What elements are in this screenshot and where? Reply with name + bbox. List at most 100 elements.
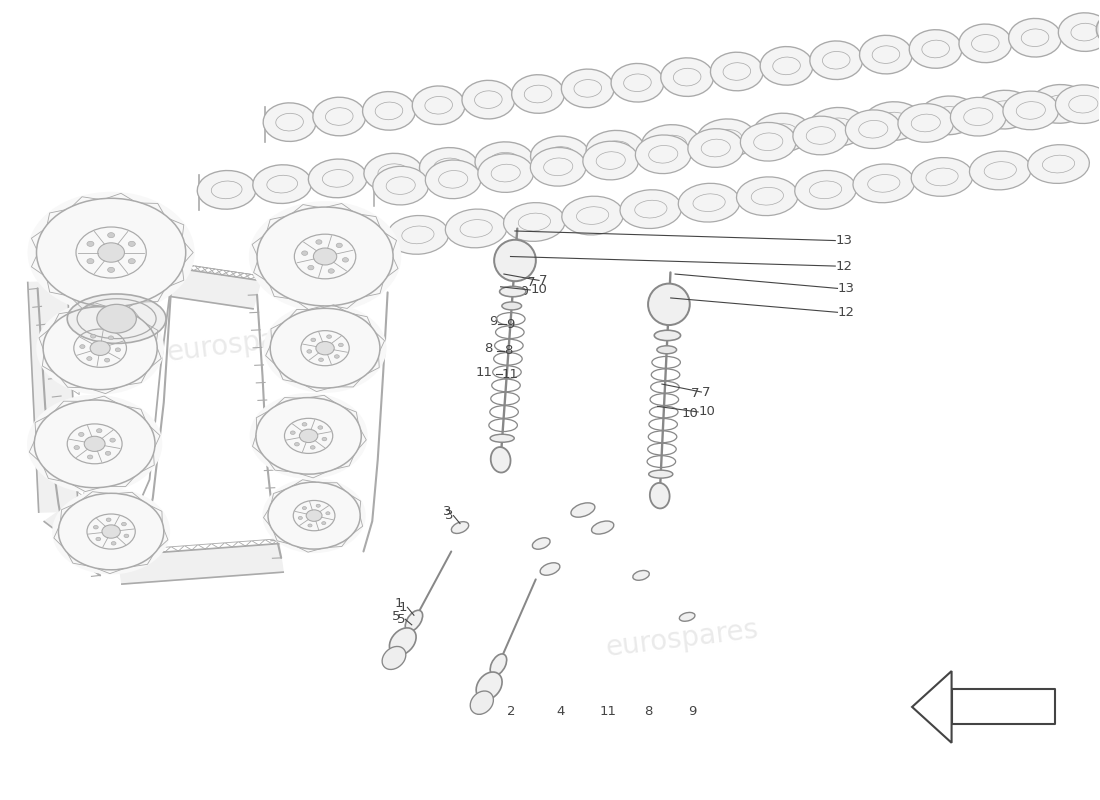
Ellipse shape xyxy=(312,98,365,136)
Text: 8: 8 xyxy=(504,344,513,357)
Circle shape xyxy=(110,438,115,442)
Ellipse shape xyxy=(636,135,691,174)
Circle shape xyxy=(108,233,114,238)
Ellipse shape xyxy=(364,154,422,192)
Circle shape xyxy=(85,436,106,451)
Circle shape xyxy=(295,442,299,446)
Ellipse shape xyxy=(760,46,813,85)
Text: 10: 10 xyxy=(682,407,698,420)
Circle shape xyxy=(302,506,307,510)
Ellipse shape xyxy=(373,166,429,205)
Ellipse shape xyxy=(562,196,624,235)
Circle shape xyxy=(319,358,323,362)
Ellipse shape xyxy=(808,107,867,146)
Ellipse shape xyxy=(451,522,469,534)
Ellipse shape xyxy=(387,215,449,254)
Circle shape xyxy=(299,430,318,442)
Ellipse shape xyxy=(197,170,256,209)
Text: 3: 3 xyxy=(442,505,451,518)
Ellipse shape xyxy=(502,302,521,310)
Ellipse shape xyxy=(657,346,676,354)
Text: 13: 13 xyxy=(837,282,855,295)
Ellipse shape xyxy=(1003,91,1058,130)
Ellipse shape xyxy=(697,119,756,158)
Text: 7: 7 xyxy=(691,387,700,400)
Ellipse shape xyxy=(426,160,481,198)
Circle shape xyxy=(111,542,116,545)
Ellipse shape xyxy=(688,129,744,167)
Ellipse shape xyxy=(308,159,367,198)
Ellipse shape xyxy=(491,654,507,675)
Circle shape xyxy=(290,431,295,434)
Ellipse shape xyxy=(583,142,639,180)
Ellipse shape xyxy=(586,130,645,169)
Ellipse shape xyxy=(920,96,978,134)
Ellipse shape xyxy=(477,154,534,192)
Circle shape xyxy=(124,534,129,538)
Ellipse shape xyxy=(959,24,1012,62)
Ellipse shape xyxy=(852,164,914,202)
Circle shape xyxy=(311,338,316,342)
Ellipse shape xyxy=(499,286,526,297)
Circle shape xyxy=(107,518,111,522)
Ellipse shape xyxy=(412,86,465,125)
Circle shape xyxy=(337,243,342,247)
Circle shape xyxy=(52,489,170,574)
Ellipse shape xyxy=(846,110,901,149)
Polygon shape xyxy=(952,690,1055,725)
Ellipse shape xyxy=(898,104,954,142)
Circle shape xyxy=(263,478,365,553)
Ellipse shape xyxy=(1031,85,1089,123)
Ellipse shape xyxy=(491,434,514,442)
Text: 7: 7 xyxy=(539,274,548,287)
Ellipse shape xyxy=(654,330,681,341)
Ellipse shape xyxy=(592,521,614,534)
Ellipse shape xyxy=(530,147,586,186)
Text: 9: 9 xyxy=(689,705,696,718)
Circle shape xyxy=(322,438,327,441)
Text: eurospares: eurospares xyxy=(604,616,760,662)
Ellipse shape xyxy=(740,122,796,161)
Circle shape xyxy=(342,258,349,262)
Text: 6: 6 xyxy=(474,705,483,718)
Circle shape xyxy=(328,269,334,274)
Ellipse shape xyxy=(975,90,1034,129)
Circle shape xyxy=(90,334,96,338)
Circle shape xyxy=(116,348,121,352)
Ellipse shape xyxy=(864,102,923,141)
Ellipse shape xyxy=(363,91,416,130)
Circle shape xyxy=(96,538,101,541)
Circle shape xyxy=(121,522,126,526)
Circle shape xyxy=(108,336,113,340)
Ellipse shape xyxy=(561,69,614,108)
Text: 7: 7 xyxy=(527,275,536,289)
Circle shape xyxy=(28,192,195,314)
Text: 4: 4 xyxy=(557,705,565,718)
Ellipse shape xyxy=(540,562,560,575)
Text: 11: 11 xyxy=(475,366,493,378)
Ellipse shape xyxy=(1055,85,1100,123)
Circle shape xyxy=(108,267,114,273)
Circle shape xyxy=(90,341,110,355)
Ellipse shape xyxy=(649,470,673,478)
Circle shape xyxy=(264,303,386,393)
Ellipse shape xyxy=(419,148,478,186)
Circle shape xyxy=(339,343,343,346)
Circle shape xyxy=(97,429,102,433)
Circle shape xyxy=(249,201,402,312)
Text: 5: 5 xyxy=(392,610,400,623)
Circle shape xyxy=(334,354,339,358)
Ellipse shape xyxy=(793,116,849,155)
Circle shape xyxy=(308,524,312,527)
Circle shape xyxy=(87,242,94,246)
Ellipse shape xyxy=(1009,18,1062,57)
Ellipse shape xyxy=(950,98,1006,136)
Ellipse shape xyxy=(679,183,740,222)
Circle shape xyxy=(106,451,111,455)
Circle shape xyxy=(307,350,311,353)
Circle shape xyxy=(302,422,307,426)
Text: 12: 12 xyxy=(835,259,852,273)
Circle shape xyxy=(36,302,164,394)
Ellipse shape xyxy=(1058,13,1100,51)
Circle shape xyxy=(79,345,85,349)
